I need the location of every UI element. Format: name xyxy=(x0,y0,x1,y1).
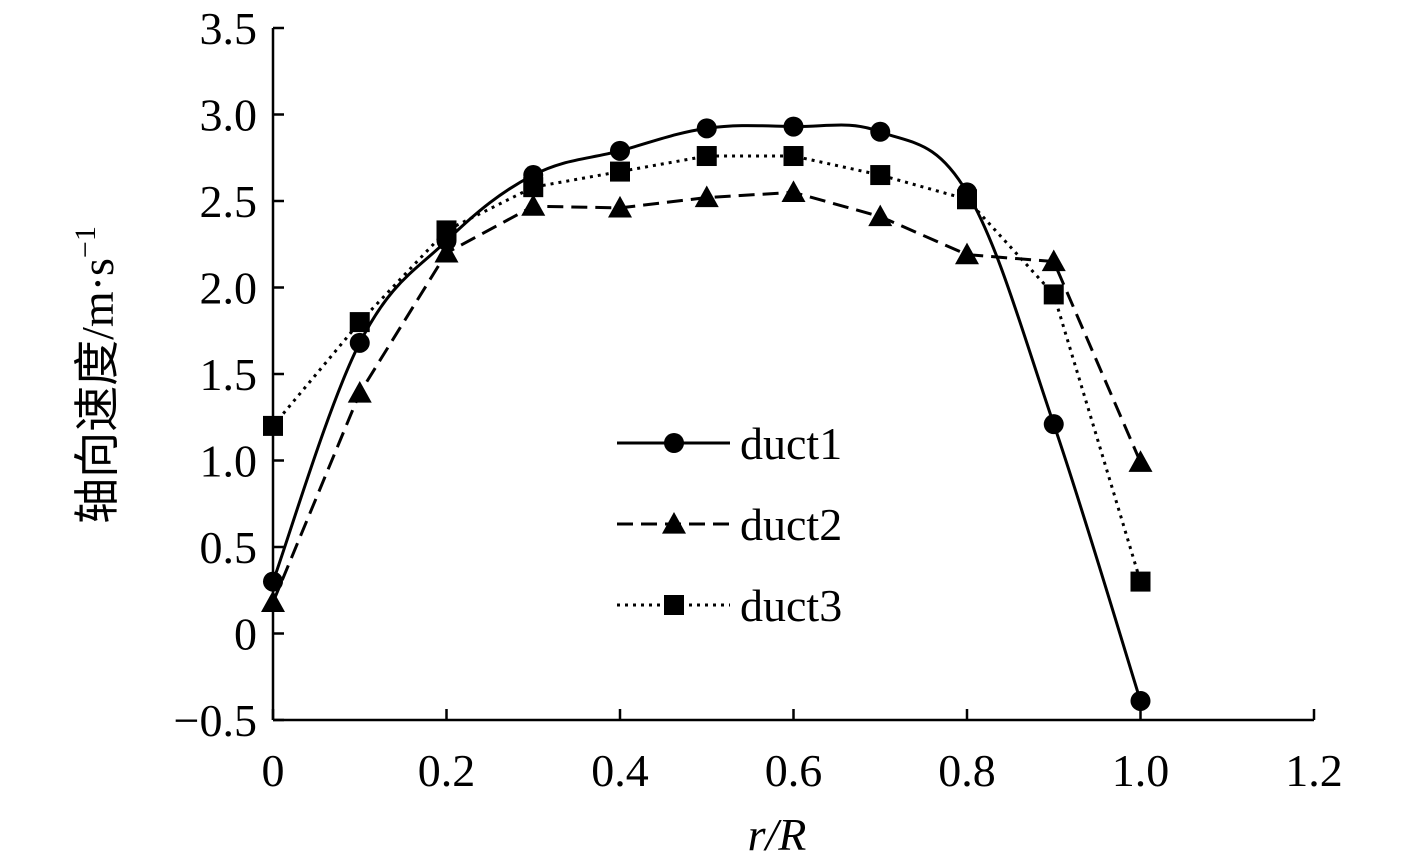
data-point xyxy=(783,116,804,137)
legend-marker xyxy=(664,595,684,615)
series-duct3 xyxy=(263,146,1151,592)
y-tick-label: 0.5 xyxy=(200,522,258,573)
series-duct2 xyxy=(261,180,1153,612)
legend: duct1 duct2 duct3 xyxy=(617,418,842,631)
legend-label: duct3 xyxy=(740,580,842,631)
data-point xyxy=(781,180,806,202)
x-tick-label: 0.8 xyxy=(938,745,996,796)
data-point xyxy=(608,195,632,218)
data-point xyxy=(1043,414,1064,435)
y-axis-title-superscript: −1 xyxy=(69,226,102,258)
data-point xyxy=(783,146,804,167)
series-line-duct2 xyxy=(271,190,1142,603)
data-point xyxy=(523,177,544,198)
data-point xyxy=(434,240,459,263)
x-tick-label: 0 xyxy=(262,745,285,796)
x-tick-label: 0.4 xyxy=(591,745,649,796)
data-point xyxy=(1041,249,1066,272)
x-tick-label: 0.6 xyxy=(765,745,823,796)
y-tick-label: 3.0 xyxy=(200,90,258,141)
y-tick-label: 1.5 xyxy=(200,349,258,400)
series-line-duct3 xyxy=(271,154,1142,583)
series-layer xyxy=(261,116,1153,711)
data-point xyxy=(521,194,546,216)
svg-text:轴向速度/m·s−1: 轴向速度/m·s−1 xyxy=(69,226,123,524)
data-point xyxy=(957,189,977,210)
ticks: −0.500.51.01.52.02.53.03.50 0.2 0.4 0.6 0.8 1… xyxy=(174,3,1343,796)
y-axis-title: 轴向速度/m·s xyxy=(72,258,123,524)
series-line-duct1 xyxy=(271,123,1142,702)
data-point xyxy=(1128,450,1153,472)
data-point xyxy=(349,312,370,333)
data-point xyxy=(1130,690,1151,711)
data-point xyxy=(696,146,717,167)
y-tick-label: −0.5 xyxy=(174,695,257,746)
data-point xyxy=(263,415,283,436)
data-point xyxy=(347,381,372,403)
y-tick-label: 1.0 xyxy=(200,436,258,487)
data-point xyxy=(696,118,717,139)
data-point xyxy=(263,571,283,592)
y-tick-label: 0 xyxy=(234,609,257,660)
legend-label: duct2 xyxy=(740,499,842,550)
data-point xyxy=(955,242,979,265)
legend-marker xyxy=(662,512,686,534)
x-tick-label: 1.2 xyxy=(1285,745,1343,796)
y-tick-label: 3.5 xyxy=(200,3,258,54)
data-point xyxy=(1130,571,1151,592)
data-point xyxy=(349,332,370,353)
legend-item-duct3: duct3 xyxy=(617,580,842,631)
data-point xyxy=(610,140,630,161)
x-axis-title: r/R xyxy=(748,809,807,857)
legend-marker xyxy=(664,433,684,453)
y-tick-label: 2.5 xyxy=(200,176,258,227)
legend-item-duct2: duct2 xyxy=(617,499,842,550)
legend-label: duct1 xyxy=(740,418,842,469)
data-point xyxy=(870,165,891,186)
data-point xyxy=(694,185,719,208)
legend-item-duct1: duct1 xyxy=(617,418,842,469)
y-tick-label: 2.0 xyxy=(200,263,258,314)
x-tick-label: 0.2 xyxy=(418,745,476,796)
data-point xyxy=(436,220,457,241)
x-tick-label: 1.0 xyxy=(1112,745,1170,796)
data-point xyxy=(870,121,891,142)
data-point xyxy=(610,161,630,182)
data-point xyxy=(868,204,893,227)
y-axis-title-group: 轴向速度/m·s−1 xyxy=(69,226,123,524)
data-point xyxy=(1043,284,1064,305)
data-point xyxy=(261,590,285,612)
